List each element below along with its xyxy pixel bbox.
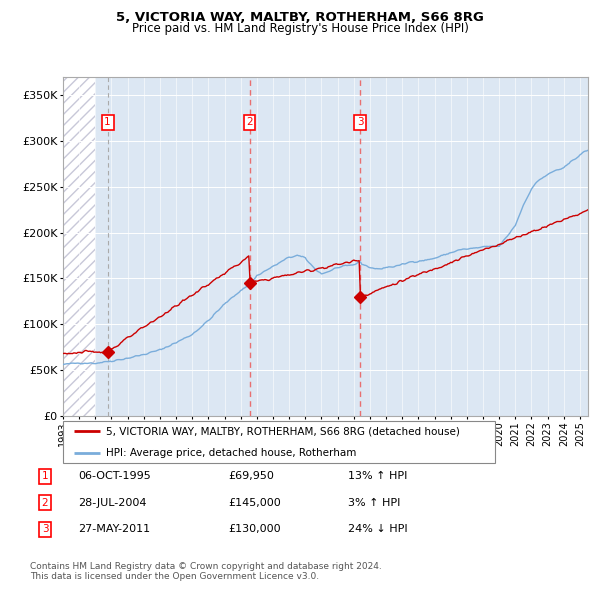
Text: 2: 2 [41, 498, 49, 507]
Text: 1: 1 [41, 471, 49, 481]
Bar [63, 77, 95, 416]
Bar [63, 77, 95, 416]
Text: HPI: Average price, detached house, Rotherham: HPI: Average price, detached house, Roth… [106, 448, 356, 457]
Text: 3: 3 [357, 117, 364, 127]
Text: 13% ↑ HPI: 13% ↑ HPI [348, 471, 407, 481]
Text: 27-MAY-2011: 27-MAY-2011 [78, 525, 150, 534]
Text: 5, VICTORIA WAY, MALTBY, ROTHERHAM, S66 8RG: 5, VICTORIA WAY, MALTBY, ROTHERHAM, S66 … [116, 11, 484, 24]
Text: £69,950: £69,950 [228, 471, 274, 481]
FancyBboxPatch shape [63, 421, 495, 463]
Text: 3: 3 [41, 525, 49, 534]
Text: £130,000: £130,000 [228, 525, 281, 534]
Text: 5, VICTORIA WAY, MALTBY, ROTHERHAM, S66 8RG (detached house): 5, VICTORIA WAY, MALTBY, ROTHERHAM, S66 … [106, 427, 460, 436]
Text: Contains HM Land Registry data © Crown copyright and database right 2024.
This d: Contains HM Land Registry data © Crown c… [30, 562, 382, 581]
Text: 06-OCT-1995: 06-OCT-1995 [78, 471, 151, 481]
Text: 24% ↓ HPI: 24% ↓ HPI [348, 525, 407, 534]
Text: 1: 1 [104, 117, 111, 127]
Text: 3% ↑ HPI: 3% ↑ HPI [348, 498, 400, 507]
Text: 2: 2 [246, 117, 253, 127]
Text: 28-JUL-2004: 28-JUL-2004 [78, 498, 146, 507]
Text: £145,000: £145,000 [228, 498, 281, 507]
Text: Price paid vs. HM Land Registry's House Price Index (HPI): Price paid vs. HM Land Registry's House … [131, 22, 469, 35]
